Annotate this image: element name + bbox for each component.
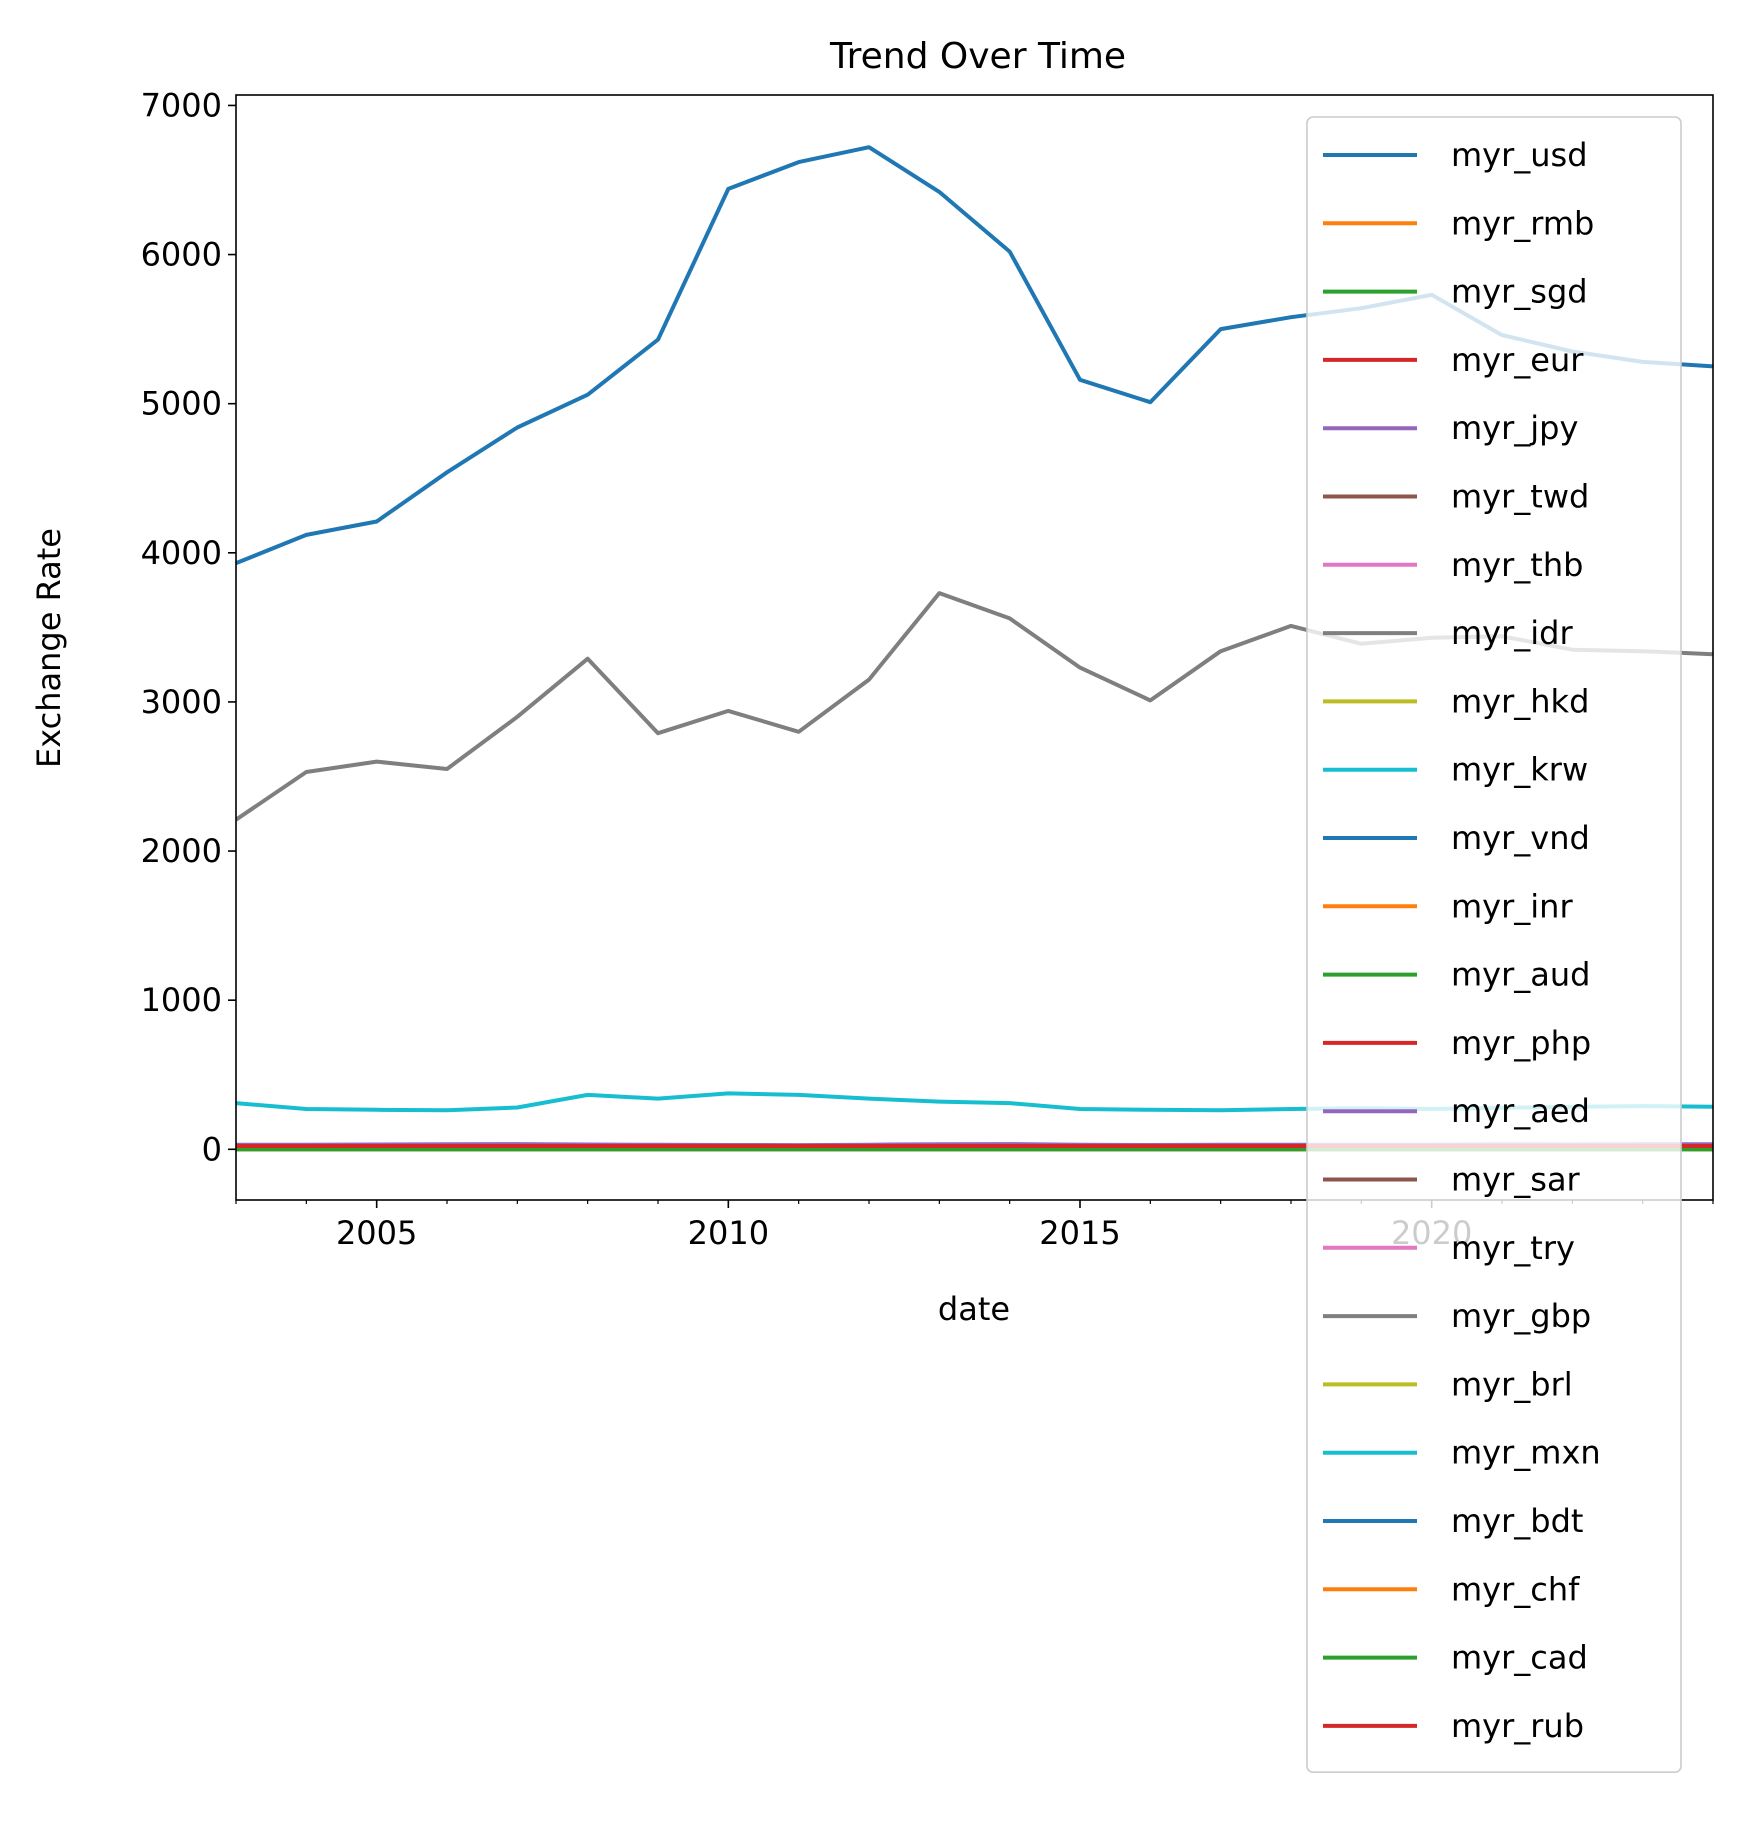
- y-tick-label: 0: [202, 1130, 222, 1168]
- legend-label: myr_rmb: [1451, 204, 1594, 242]
- y-tick-label: 6000: [141, 236, 222, 274]
- x-axis-label: date: [938, 1290, 1010, 1328]
- legend-box: [1306, 116, 1682, 1773]
- legend-label: myr_brl: [1451, 1365, 1573, 1403]
- y-tick-label: 3000: [141, 683, 222, 721]
- plot-frame: [235, 94, 1714, 1201]
- legend-label: myr_idr: [1451, 614, 1573, 652]
- y-axis-label: Exchange Rate: [30, 528, 68, 768]
- legend-label: myr_sgd: [1451, 273, 1588, 311]
- legend: myr_usd myr_rmb myr_sgd myr_eur myr_jpy myr_t…: [1306, 116, 1682, 1773]
- x-axis: 2005201020152020: [235, 1200, 1714, 1252]
- legend-label: myr_krw: [1451, 751, 1588, 789]
- legend-label: myr_twd: [1451, 478, 1589, 516]
- y-tick-label: 1000: [141, 981, 222, 1019]
- legend-label: myr_aed: [1451, 1092, 1590, 1130]
- legend-label: myr_sar: [1451, 1161, 1581, 1199]
- legend-label: myr_try: [1451, 1229, 1575, 1267]
- chart-title: Trend Over Time: [829, 36, 1126, 77]
- x-tick-label: 2005: [336, 1214, 417, 1252]
- legend-label: myr_jpy: [1451, 409, 1578, 447]
- legend-label: myr_hkd: [1451, 682, 1589, 720]
- y-tick-label: 5000: [141, 385, 222, 423]
- x-tick-label: 2010: [688, 1214, 769, 1252]
- legend-label: myr_thb: [1451, 546, 1583, 584]
- y-tick-label: 7000: [141, 86, 222, 124]
- legend-label: myr_aud: [1451, 956, 1590, 994]
- legend-label: myr_inr: [1451, 887, 1573, 925]
- legend-label: myr_vnd: [1451, 819, 1590, 857]
- legend-label: myr_gbp: [1451, 1297, 1591, 1335]
- y-tick-label: 2000: [141, 832, 222, 870]
- legend-label: myr_eur: [1451, 341, 1584, 379]
- legend-label: myr_rub: [1451, 1707, 1584, 1745]
- y-tick-label: 4000: [141, 534, 222, 572]
- legend-label: myr_cad: [1451, 1639, 1588, 1677]
- legend-label: myr_php: [1451, 1024, 1591, 1062]
- legend-label: myr_chf: [1451, 1570, 1580, 1608]
- legend-label: myr_usd: [1451, 136, 1588, 174]
- legend-label: myr_mxn: [1451, 1434, 1601, 1472]
- legend-label: myr_bdt: [1451, 1502, 1583, 1540]
- y-axis: 0 1000 2000 3000 4000 5000 6000 7000: [141, 86, 236, 1168]
- x-tick-label: 2015: [1039, 1214, 1120, 1252]
